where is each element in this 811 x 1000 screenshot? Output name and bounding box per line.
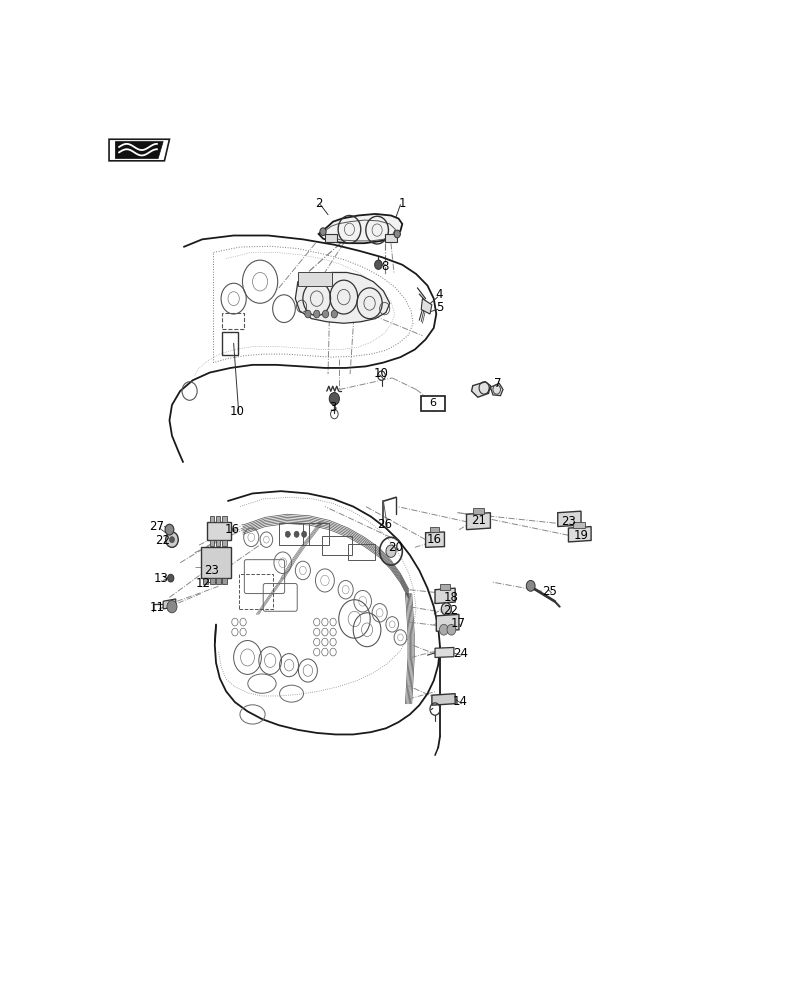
Text: 5: 5 — [436, 301, 443, 314]
Bar — [298, 272, 332, 286]
Text: 19: 19 — [573, 529, 588, 542]
Circle shape — [313, 310, 320, 318]
Polygon shape — [318, 214, 401, 243]
Circle shape — [439, 624, 448, 635]
Text: 12: 12 — [195, 577, 211, 590]
Text: 24: 24 — [453, 647, 467, 660]
Text: 10: 10 — [373, 367, 388, 380]
Bar — [222, 578, 227, 584]
Polygon shape — [109, 139, 169, 161]
Text: 25: 25 — [542, 585, 556, 598]
Polygon shape — [471, 382, 490, 397]
Bar — [573, 522, 584, 528]
Polygon shape — [115, 142, 163, 158]
Polygon shape — [431, 694, 455, 705]
Text: 26: 26 — [377, 518, 392, 531]
Text: 23: 23 — [560, 515, 575, 528]
Bar — [430, 527, 439, 532]
Text: 6: 6 — [429, 398, 436, 408]
Polygon shape — [200, 547, 230, 578]
Circle shape — [285, 531, 290, 537]
Circle shape — [393, 230, 400, 238]
Circle shape — [329, 393, 339, 405]
Circle shape — [165, 532, 178, 547]
Text: 10: 10 — [229, 405, 244, 418]
Bar — [384, 234, 397, 242]
Bar — [216, 578, 221, 584]
Polygon shape — [163, 599, 175, 609]
Polygon shape — [435, 588, 455, 604]
Bar — [222, 516, 226, 522]
Polygon shape — [295, 272, 389, 323]
Bar — [348, 544, 374, 560]
Circle shape — [322, 310, 328, 318]
Circle shape — [301, 531, 307, 537]
Circle shape — [304, 310, 311, 318]
Text: 16: 16 — [225, 523, 239, 536]
Text: 22: 22 — [443, 604, 457, 617]
Polygon shape — [435, 647, 453, 657]
Circle shape — [331, 310, 337, 318]
Circle shape — [374, 260, 382, 269]
Polygon shape — [436, 614, 458, 631]
Text: 20: 20 — [388, 541, 403, 554]
Circle shape — [441, 603, 451, 615]
Bar — [321, 536, 351, 555]
Bar — [238, 574, 273, 609]
Polygon shape — [557, 511, 581, 527]
Circle shape — [526, 580, 534, 591]
Polygon shape — [425, 532, 444, 547]
Text: 23: 23 — [204, 564, 219, 577]
Circle shape — [167, 600, 177, 613]
Bar — [222, 332, 238, 355]
Polygon shape — [421, 299, 431, 314]
Bar — [216, 540, 220, 546]
Text: 1: 1 — [398, 197, 406, 210]
Text: 17: 17 — [449, 617, 465, 630]
Circle shape — [165, 524, 174, 535]
Circle shape — [385, 545, 396, 557]
Text: 18: 18 — [443, 591, 457, 604]
Polygon shape — [490, 383, 502, 396]
Circle shape — [167, 574, 174, 582]
Bar — [204, 578, 208, 584]
Bar — [209, 578, 215, 584]
Bar — [216, 516, 220, 522]
Text: 22: 22 — [155, 534, 169, 547]
Bar — [222, 312, 244, 329]
Text: 8: 8 — [380, 260, 388, 273]
Polygon shape — [568, 527, 590, 542]
Bar — [440, 584, 449, 590]
Text: 11: 11 — [149, 601, 164, 614]
Bar — [324, 234, 337, 242]
Circle shape — [169, 537, 174, 543]
Bar — [209, 540, 214, 546]
Bar — [303, 523, 329, 545]
Bar — [279, 523, 309, 545]
Circle shape — [294, 531, 298, 537]
Text: 3: 3 — [328, 401, 336, 414]
Bar — [222, 540, 226, 546]
Circle shape — [446, 624, 455, 635]
Bar — [209, 516, 214, 522]
Circle shape — [320, 228, 326, 235]
Text: 16: 16 — [426, 533, 440, 546]
Text: 4: 4 — [436, 288, 443, 301]
Polygon shape — [466, 513, 490, 530]
Text: 13: 13 — [153, 572, 169, 585]
Bar — [472, 508, 483, 514]
Polygon shape — [207, 522, 230, 540]
Text: 14: 14 — [453, 695, 467, 708]
Text: 21: 21 — [471, 514, 486, 527]
Text: 27: 27 — [149, 520, 164, 533]
Text: 7: 7 — [494, 377, 501, 390]
Bar — [421, 396, 444, 411]
Text: 2: 2 — [315, 197, 322, 210]
